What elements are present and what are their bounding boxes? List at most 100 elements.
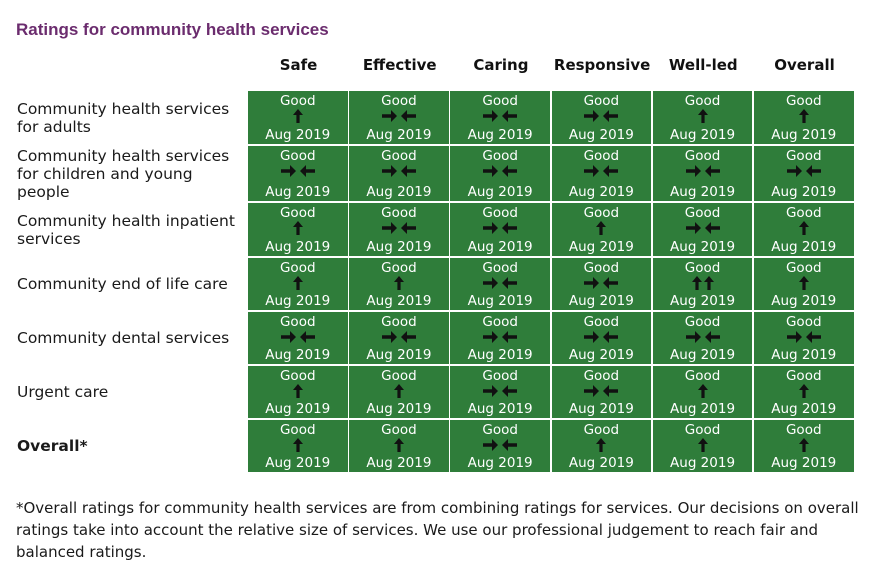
rating-cell[interactable]: Good Aug 2019: [754, 366, 854, 418]
rating-date: Aug 2019: [771, 239, 837, 255]
rating-date: Aug 2019: [771, 293, 837, 309]
rating-label: Good: [785, 93, 822, 109]
rating-label: Good: [381, 205, 417, 221]
up-arrow-icon: [248, 108, 348, 124]
rating-label: Good: [381, 422, 417, 438]
rating-cell[interactable]: Good Aug 2019: [652, 420, 753, 472]
rating-cell[interactable]: Good Aug 2019: [248, 258, 348, 310]
rating-cell[interactable]: Good Aug 2019: [551, 258, 652, 310]
rating-label: Good: [684, 205, 721, 221]
no-change-arrows-icon: [450, 275, 550, 291]
rating-cell[interactable]: Good Aug 2019: [551, 91, 652, 144]
rating-cell[interactable]: Good Aug 2019: [450, 366, 550, 418]
rating-label: Good: [482, 422, 518, 438]
no-change-arrows-icon: [349, 329, 449, 345]
rating-cell[interactable]: Good Aug 2019: [551, 312, 652, 364]
rating-label: Good: [279, 205, 316, 221]
rating-cell[interactable]: Good Aug 2019: [248, 91, 348, 144]
rating-cell[interactable]: Good Aug 2019: [450, 203, 550, 256]
rating-cell[interactable]: Good Aug 2019: [450, 91, 550, 144]
no-change-arrows-icon: [248, 163, 348, 179]
rating-date: Aug 2019: [771, 184, 837, 200]
up-arrow-icon: [349, 437, 449, 453]
rating-cell[interactable]: Good Aug 2019: [248, 203, 348, 256]
rating-cell[interactable]: Good Aug 2019: [652, 258, 753, 310]
rating-cell[interactable]: Good Aug 2019: [349, 258, 449, 310]
table-row: Community dental services Good Aug 2019 Go…: [0, 312, 860, 364]
no-change-arrows-icon: [450, 108, 550, 124]
rating-cell[interactable]: Good Aug 2019: [551, 366, 652, 418]
rating-cell[interactable]: Good Aug 2019: [450, 312, 550, 364]
rating-cell[interactable]: Good Aug 2019: [248, 420, 348, 472]
rating-date: Aug 2019: [771, 401, 837, 417]
rating-label: Good: [785, 422, 822, 438]
rating-cell[interactable]: Good Aug 2019: [349, 91, 449, 144]
rating-cell[interactable]: Good Aug 2019: [754, 146, 854, 201]
rating-date: Aug 2019: [568, 401, 634, 417]
rating-cell[interactable]: Good Aug 2019: [349, 366, 449, 418]
rating-cell[interactable]: Good Aug 2019: [652, 146, 753, 201]
rating-date: Aug 2019: [366, 347, 432, 363]
rating-label: Good: [583, 148, 620, 164]
rating-date: Aug 2019: [568, 239, 634, 255]
table-row: Community health inpatient services Good A…: [0, 203, 860, 256]
rating-label: Good: [684, 314, 721, 330]
rating-date: Aug 2019: [568, 347, 634, 363]
double-up-arrow-icon: [653, 275, 753, 291]
rating-cell[interactable]: Good Aug 2019: [754, 203, 854, 256]
rating-label: Good: [785, 368, 822, 384]
rating-cell[interactable]: Good Aug 2019: [551, 146, 652, 201]
rating-cell[interactable]: Good Aug 2019: [652, 91, 753, 144]
rating-cell[interactable]: Good Aug 2019: [349, 312, 449, 364]
rating-label: Good: [279, 260, 316, 276]
rating-date: Aug 2019: [670, 239, 736, 255]
table-row: Community end of life care Good Aug 2019 Go…: [0, 258, 860, 310]
rating-cell[interactable]: Good Aug 2019: [450, 420, 550, 472]
up-arrow-icon: [349, 383, 449, 399]
rating-date: Aug 2019: [265, 293, 331, 309]
rating-cell[interactable]: Good Aug 2019: [349, 146, 449, 201]
rating-cell[interactable]: Good Aug 2019: [754, 91, 854, 144]
rating-label: Good: [381, 148, 417, 164]
up-arrow-icon: [248, 437, 348, 453]
rating-date: Aug 2019: [568, 184, 634, 200]
rating-cell[interactable]: Good Aug 2019: [248, 312, 348, 364]
rating-cell[interactable]: Good Aug 2019: [551, 203, 652, 256]
rating-cell[interactable]: Good Aug 2019: [754, 312, 854, 364]
rating-cell[interactable]: Good Aug 2019: [652, 312, 753, 364]
rating-label: Good: [583, 422, 620, 438]
rating-date: Aug 2019: [467, 347, 533, 363]
no-change-arrows-icon: [552, 383, 652, 399]
rating-cell[interactable]: Good Aug 2019: [450, 258, 550, 310]
rating-cell[interactable]: Good Aug 2019: [349, 420, 449, 472]
rating-cell[interactable]: Good Aug 2019: [652, 203, 753, 256]
up-arrow-icon: [248, 220, 348, 236]
rating-date: Aug 2019: [467, 455, 533, 471]
no-change-arrows-icon: [349, 163, 449, 179]
rating-cell[interactable]: Good Aug 2019: [450, 146, 550, 201]
rating-cell[interactable]: Good Aug 2019: [754, 258, 854, 310]
rating-label: Good: [583, 93, 620, 109]
rating-cell[interactable]: Good Aug 2019: [754, 420, 854, 472]
rating-date: Aug 2019: [265, 184, 331, 200]
rating-label: Good: [583, 368, 620, 384]
no-change-arrows-icon: [552, 163, 652, 179]
column-header-safe: Safe: [279, 56, 318, 74]
no-change-arrows-icon: [248, 329, 348, 345]
rating-date: Aug 2019: [366, 401, 432, 417]
rating-label: Good: [279, 314, 316, 330]
rating-date: Aug 2019: [670, 127, 736, 143]
row-label: Community dental services: [17, 329, 230, 347]
rating-cell[interactable]: Good Aug 2019: [248, 146, 348, 201]
rating-label: Good: [279, 148, 316, 164]
up-arrow-icon: [653, 437, 753, 453]
up-arrow-icon: [754, 108, 854, 124]
rating-cell[interactable]: Good Aug 2019: [349, 203, 449, 256]
rating-label: Good: [684, 422, 721, 438]
rating-label: Good: [583, 205, 620, 221]
rating-cell[interactable]: Good Aug 2019: [248, 366, 348, 418]
rating-cell[interactable]: Good Aug 2019: [652, 366, 753, 418]
rating-cell[interactable]: Good Aug 2019: [551, 420, 652, 472]
rating-label: Good: [381, 314, 417, 330]
rating-date: Aug 2019: [467, 401, 533, 417]
